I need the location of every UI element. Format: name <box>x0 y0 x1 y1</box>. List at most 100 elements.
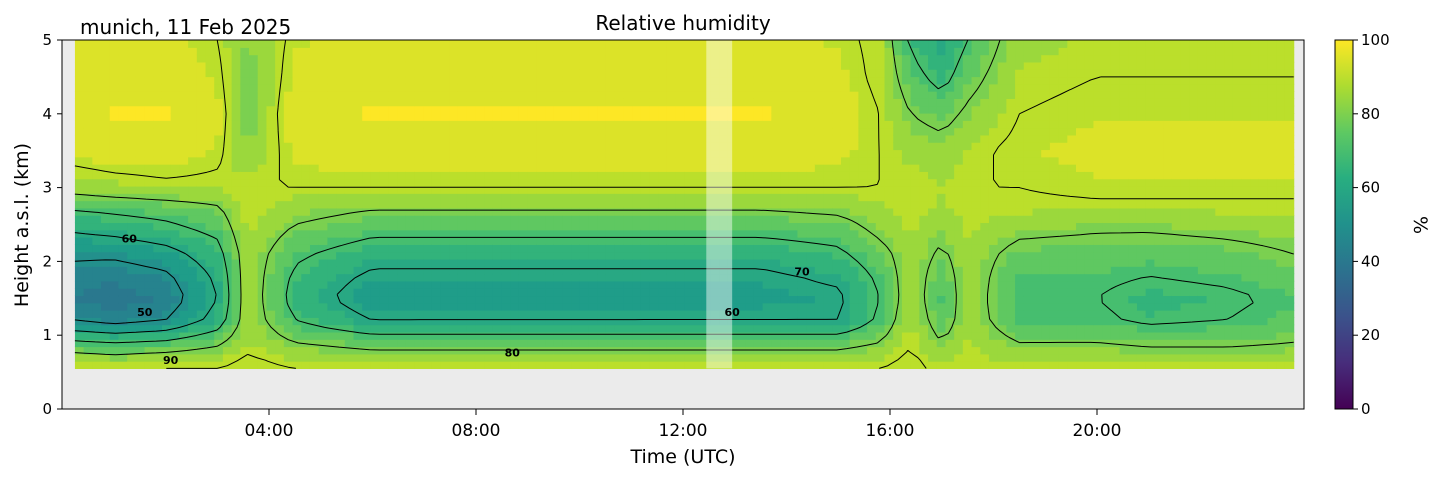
heatmap-cell <box>840 83 851 92</box>
heatmap-cell <box>423 317 433 326</box>
heatmap-cell <box>344 222 355 231</box>
heatmap-cell <box>919 91 929 99</box>
heatmap-cell <box>344 47 355 56</box>
heatmap-cell <box>101 142 111 151</box>
heatmap-cell <box>719 266 729 275</box>
heatmap-cell <box>214 346 224 355</box>
heatmap-cell <box>257 156 268 165</box>
heatmap-cell <box>893 317 903 326</box>
heatmap-cell <box>405 142 416 151</box>
heatmap-cell <box>240 76 250 85</box>
heatmap-cell <box>527 244 537 253</box>
heatmap-cell <box>492 127 503 136</box>
heatmap-cell <box>353 76 363 85</box>
heatmap-cell <box>518 61 529 70</box>
heatmap-cell <box>910 156 920 165</box>
heatmap-cell <box>240 193 250 202</box>
heatmap-cell <box>266 61 276 70</box>
heatmap-cell <box>266 142 276 151</box>
heatmap-cell <box>658 178 668 187</box>
heatmap-cell <box>536 149 546 158</box>
heatmap-cell <box>214 54 224 63</box>
heatmap-cell <box>144 91 154 99</box>
heatmap-cell <box>658 91 668 99</box>
heatmap-cell <box>727 200 738 209</box>
heatmap-cell <box>336 164 346 172</box>
heatmap-cell <box>710 331 720 340</box>
heatmap-cell <box>579 91 590 99</box>
heatmap-cell <box>414 61 424 70</box>
heatmap-cell <box>632 156 642 165</box>
heatmap-cell <box>153 185 163 194</box>
heatmap-cell <box>719 164 729 172</box>
heatmap-cell <box>510 331 520 340</box>
heatmap-cell <box>179 324 189 333</box>
heatmap-cell <box>1032 258 1042 267</box>
heatmap-cell <box>266 156 276 165</box>
heatmap-cell <box>205 244 215 253</box>
heatmap-cell <box>640 193 651 202</box>
heatmap-cell <box>919 288 929 297</box>
heatmap-cell <box>753 317 764 326</box>
heatmap-cell <box>370 193 381 202</box>
heatmap-cell <box>684 149 694 158</box>
heatmap-cell <box>579 54 590 63</box>
heatmap-cell <box>988 91 999 99</box>
heatmap-cell <box>884 266 894 275</box>
heatmap-cell <box>1032 331 1042 340</box>
heatmap-cell <box>518 207 529 216</box>
heatmap-cell <box>161 47 172 56</box>
heatmap-cell <box>257 280 268 289</box>
heatmap-cell <box>980 331 990 340</box>
heatmap-cell <box>736 185 746 194</box>
heatmap-cell <box>397 331 407 340</box>
heatmap-cell <box>771 171 781 180</box>
heatmap-cell <box>571 185 581 194</box>
heatmap-cell <box>605 324 616 333</box>
heatmap-cell <box>588 178 598 187</box>
heatmap-cell <box>797 331 807 340</box>
heatmap-cell <box>466 61 476 70</box>
heatmap-cell <box>632 120 642 129</box>
heatmap-cell <box>214 171 224 180</box>
heatmap-cell <box>135 83 146 92</box>
heatmap-cell <box>614 302 624 311</box>
heatmap-cell <box>658 215 668 224</box>
heatmap-cell <box>545 302 555 311</box>
heatmap-cell <box>806 288 816 297</box>
heatmap-cell <box>222 40 233 48</box>
heatmap-cell <box>101 120 111 129</box>
heatmap-cell <box>475 134 485 143</box>
heatmap-cell <box>762 185 772 194</box>
heatmap-cell <box>684 222 694 231</box>
heatmap-cell <box>449 302 459 311</box>
heatmap-cell <box>623 134 633 143</box>
heatmap-cell <box>423 237 433 245</box>
heatmap-cell <box>980 47 990 56</box>
heatmap-cell <box>484 83 494 92</box>
heatmap-cell <box>231 280 241 289</box>
heatmap-cell <box>457 229 468 238</box>
heatmap-cell <box>144 40 154 48</box>
heatmap-cell <box>301 324 311 333</box>
heatmap-cell <box>318 273 328 282</box>
heatmap-cell <box>109 112 120 121</box>
heatmap-cell <box>1023 339 1034 348</box>
heatmap-cell <box>188 164 198 172</box>
heatmap-cell <box>449 200 459 209</box>
heatmap-cell <box>405 134 416 143</box>
heatmap-cell <box>745 47 755 56</box>
heatmap-cell <box>118 229 128 238</box>
heatmap-cell <box>179 149 189 158</box>
heatmap-cell <box>597 302 607 311</box>
heatmap-cell <box>814 91 825 99</box>
heatmap-cell <box>196 288 207 297</box>
heatmap-cell <box>901 171 912 180</box>
heatmap-cell <box>179 280 189 289</box>
heatmap-cell <box>605 244 616 253</box>
heatmap-cell <box>353 156 363 165</box>
heatmap-cell <box>579 215 590 224</box>
heatmap-cell <box>153 339 163 348</box>
heatmap-cell <box>188 98 198 107</box>
heatmap-cell <box>579 222 590 231</box>
